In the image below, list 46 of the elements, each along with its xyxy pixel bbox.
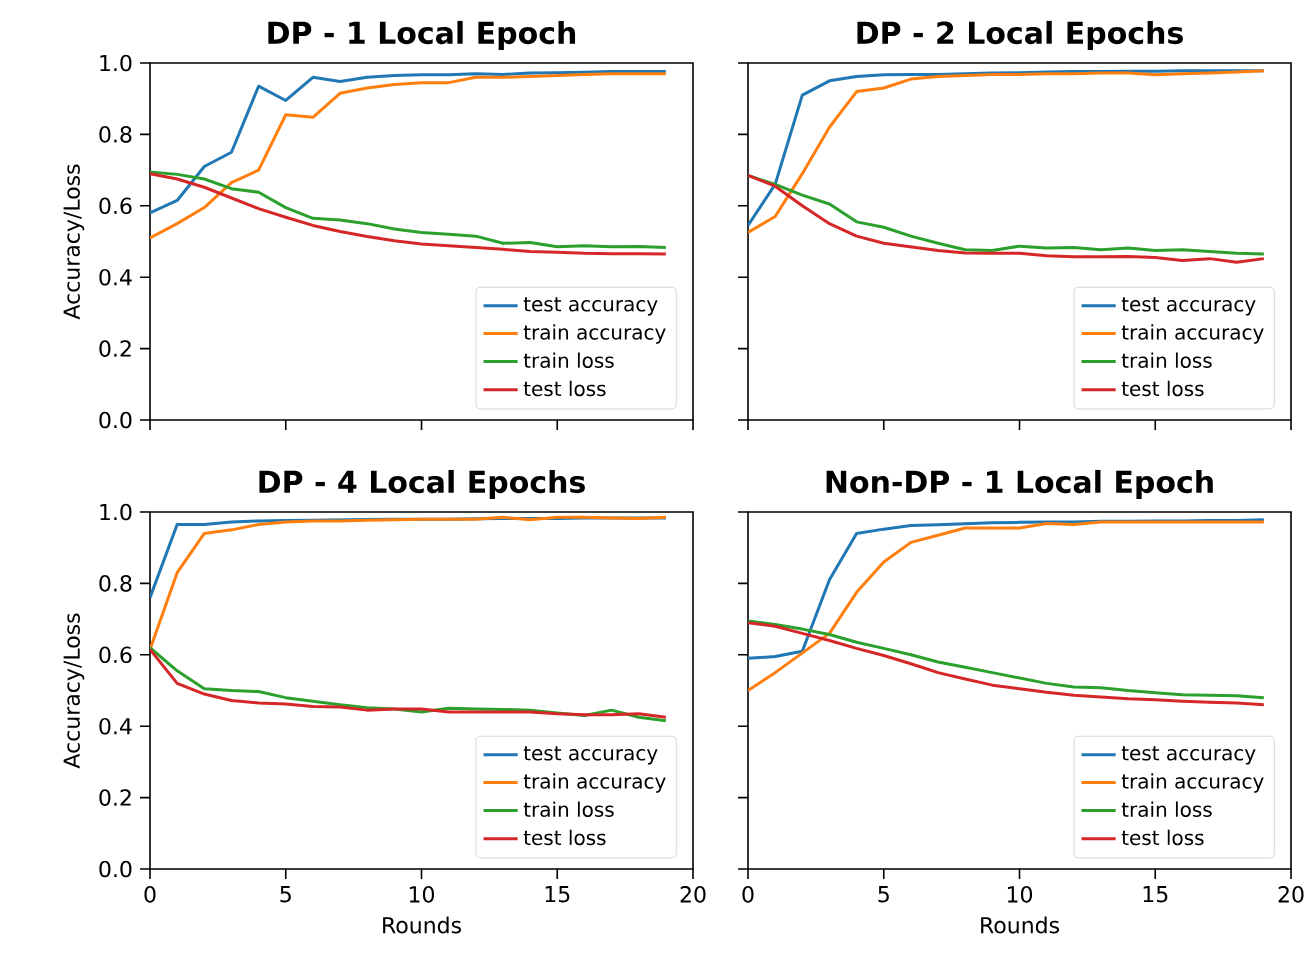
- legend-label: test loss: [523, 380, 606, 397]
- x-tick-label: 15: [545, 886, 570, 903]
- y-tick-label: 0.2: [99, 340, 131, 357]
- y-tick-label: 0.8: [99, 126, 132, 143]
- y-axis-title: Accuracy/Loss: [63, 164, 85, 320]
- legend-label: test loss: [1121, 829, 1204, 846]
- y-tick-label: 0.4: [99, 717, 132, 735]
- legend-label: train accuracy: [523, 773, 666, 793]
- chart-title: DP - 2 Local Epochs: [857, 20, 1183, 50]
- legend-label: train loss: [1121, 352, 1212, 368]
- x-tick-label: 0: [144, 886, 156, 903]
- x-axis-title: Rounds: [981, 916, 1060, 934]
- y-tick-label: 0.4: [99, 268, 132, 286]
- legend-label: test loss: [1121, 380, 1204, 397]
- x-tick-label: 5: [878, 886, 889, 903]
- x-tick-label: 15: [1143, 886, 1168, 903]
- legend-label: test loss: [523, 829, 606, 846]
- y-tick-label: 0.0: [99, 411, 132, 429]
- legend-label: train loss: [523, 801, 614, 817]
- y-tick-label: 0.8: [99, 575, 132, 592]
- chart-title: DP - 1 Local Epoch: [268, 20, 576, 50]
- x-axis-title: Rounds: [383, 916, 461, 934]
- legend-label: test accuracy: [523, 746, 658, 765]
- x-tick-label: 20: [1278, 886, 1304, 903]
- x-tick-label: 10: [1007, 886, 1033, 903]
- y-tick-label: 1.0: [100, 503, 132, 521]
- legend-label: train accuracy: [1121, 324, 1264, 344]
- y-tick-label: 0.6: [99, 646, 132, 664]
- legend-label: train loss: [1121, 801, 1212, 817]
- x-tick-label: 0: [742, 886, 754, 903]
- legend-label: train loss: [523, 352, 614, 368]
- y-tick-label: 0.6: [99, 197, 132, 215]
- y-tick-label: 0.0: [99, 860, 132, 878]
- legend-label: train accuracy: [523, 324, 666, 344]
- x-tick-label: 5: [280, 886, 291, 903]
- chart-title: Non-DP - 1 Local Epoch: [826, 469, 1213, 499]
- chart-title: DP - 4 Local Epochs: [259, 469, 585, 499]
- legend-label: test accuracy: [1121, 297, 1256, 316]
- legend-label: test accuracy: [1121, 746, 1256, 765]
- x-tick-label: 20: [680, 886, 706, 903]
- legend-label: train accuracy: [1121, 773, 1264, 793]
- x-tick-label: 10: [409, 886, 435, 903]
- y-tick-label: 1.0: [100, 54, 132, 72]
- y-tick-label: 0.2: [99, 789, 131, 806]
- y-axis-title: Accuracy/Loss: [63, 613, 85, 769]
- legend-label: test accuracy: [523, 297, 658, 316]
